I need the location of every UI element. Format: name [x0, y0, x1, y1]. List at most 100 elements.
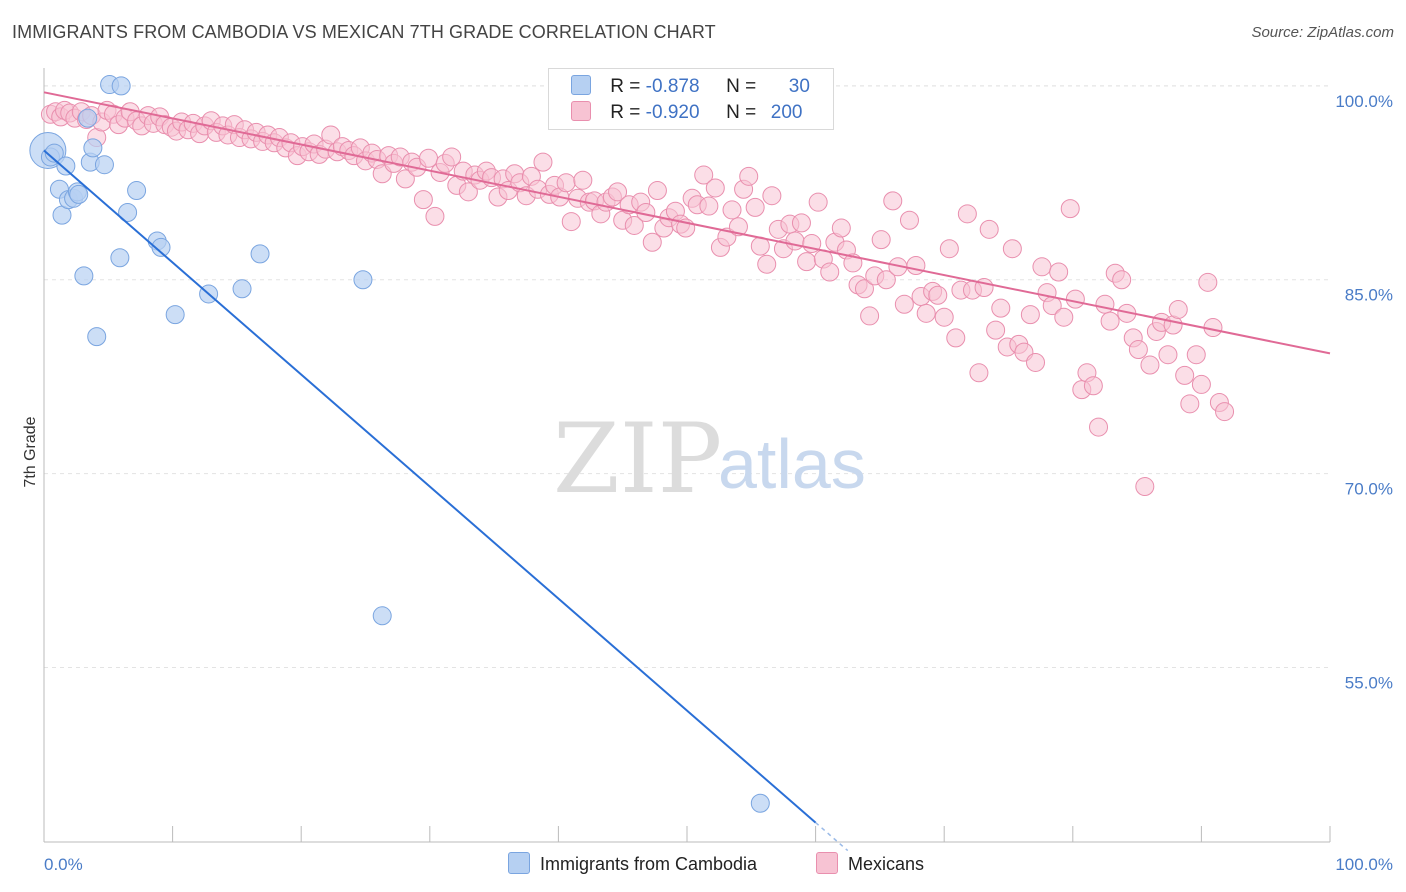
mexicans-point — [791, 213, 811, 233]
chart-title: IMMIGRANTS FROM CAMBODIA VS MEXICAN 7TH … — [12, 22, 716, 42]
source-credit: Source: ZipAtlas.com — [1251, 24, 1394, 41]
legend-n-value: 200 — [770, 102, 803, 123]
x-tick-label-100: 100.0% — [1335, 855, 1393, 874]
mexicans-point — [413, 190, 433, 210]
cambodia-point — [165, 305, 185, 325]
mexicans-trend-line — [43, 91, 1331, 355]
mexicans-point — [419, 148, 439, 168]
bottom-legend-label-mexicans: Mexicans — [848, 854, 925, 874]
legend-r-label: R = — [610, 102, 641, 123]
mexicans-point — [1198, 272, 1218, 292]
mexicans-point — [757, 254, 777, 274]
cambodia-point — [78, 108, 98, 128]
cambodia-point — [87, 327, 107, 347]
bottom-legend-label-cambodia: Immigrants from Cambodia — [540, 854, 758, 874]
mexicans-point — [946, 328, 966, 348]
mexicans-point — [1128, 340, 1148, 360]
legend-swatch-cambodia — [571, 75, 591, 95]
mexicans-point — [608, 182, 628, 202]
mexicans-point — [647, 181, 667, 201]
mexicans-point — [876, 270, 896, 290]
cambodia-trend-extension — [815, 822, 849, 852]
mexicans-point — [1186, 345, 1206, 365]
correlation-legend: R = -0.878 N = 30 R = -0.920 N = 200 — [548, 68, 834, 130]
legend-n-value: 30 — [788, 76, 810, 97]
y-axis-label: 7th Grade — [22, 416, 39, 487]
cambodia-point — [232, 279, 252, 299]
mexicans-point — [1020, 305, 1040, 325]
cambodia-point — [750, 793, 770, 813]
mexicans-point — [321, 125, 341, 145]
mexicans-point — [1100, 311, 1120, 331]
mexicans-point — [1158, 345, 1178, 365]
legend-r-value: -0.878 — [645, 76, 700, 97]
mexicans-point — [705, 178, 725, 198]
mexicans-point — [883, 191, 903, 211]
mexicans-point — [797, 252, 817, 272]
mexicans-point — [1191, 374, 1211, 394]
watermark-zip: ZIP — [553, 403, 722, 515]
mexicans-point — [1026, 352, 1046, 372]
cambodia-point — [151, 237, 171, 257]
mexicans-point — [854, 279, 874, 299]
legend-n-label: N = — [726, 102, 757, 123]
legend-row-mexicans: R = -0.920 N = 200 — [571, 101, 802, 127]
y-tick-label: 100.0% — [1335, 92, 1393, 111]
cambodia-point — [56, 156, 76, 176]
mexicans-point — [1135, 477, 1155, 497]
mexicans-point — [831, 218, 851, 238]
bottom-legend-swatch-mexicans — [816, 852, 838, 874]
mexicans-point — [1049, 262, 1069, 282]
mexicans-point — [624, 215, 644, 235]
mexicans-point — [808, 192, 828, 212]
mexicans-point — [573, 170, 593, 190]
mexicans-point — [722, 200, 742, 220]
mexicans-point — [785, 231, 805, 251]
mexicans-point — [1112, 270, 1132, 290]
mexicans-point — [1089, 417, 1109, 437]
mexicans-point — [894, 294, 914, 314]
mexicans-point — [739, 166, 759, 186]
cambodia-point — [372, 606, 392, 626]
cambodia-point — [69, 184, 89, 204]
cambodia-point — [127, 181, 147, 201]
mexicans-point — [1065, 289, 1085, 309]
mexicans-point — [762, 186, 782, 206]
trend-lines — [43, 91, 1331, 852]
bottom-legend-mexicans: Mexicans — [816, 852, 924, 875]
mexicans-point — [1180, 394, 1200, 414]
mexicans-point — [425, 206, 445, 226]
mexicans-point — [986, 320, 1006, 340]
legend-r-label: R = — [610, 76, 641, 97]
legend-r-value: -0.920 — [645, 102, 700, 123]
mexicans-point — [871, 230, 891, 250]
cambodia-point — [353, 270, 373, 290]
cambodia-trend-line — [43, 149, 817, 824]
cambodia-point — [110, 248, 130, 268]
mexicans-point — [906, 256, 926, 276]
mexicans-point — [820, 262, 840, 282]
grid-lines — [44, 85, 1330, 669]
mexicans-point — [899, 210, 919, 230]
mexicans-point — [1060, 199, 1080, 219]
mexicans-point — [458, 182, 478, 202]
mexicans-point — [928, 285, 948, 305]
mexicans-point — [979, 219, 999, 239]
axes — [43, 68, 1331, 843]
mexicans-point — [1002, 239, 1022, 259]
cambodia-point — [83, 138, 103, 158]
mexicans-point — [728, 217, 748, 237]
cambodia-point — [250, 244, 270, 264]
y-tick-label: 85.0% — [1345, 286, 1393, 305]
cambodia-point — [118, 203, 138, 223]
mexicans-point — [556, 173, 576, 193]
mexicans-point — [916, 303, 936, 323]
y-tick-label: 55.0% — [1345, 674, 1393, 693]
mexicans-point — [1140, 355, 1160, 375]
x-tick-label-0: 0.0% — [44, 855, 83, 874]
mexicans-point — [642, 232, 662, 252]
mexicans-point — [860, 306, 880, 326]
legend-swatch-mexicans — [571, 101, 591, 121]
mexicans-point — [442, 147, 462, 167]
